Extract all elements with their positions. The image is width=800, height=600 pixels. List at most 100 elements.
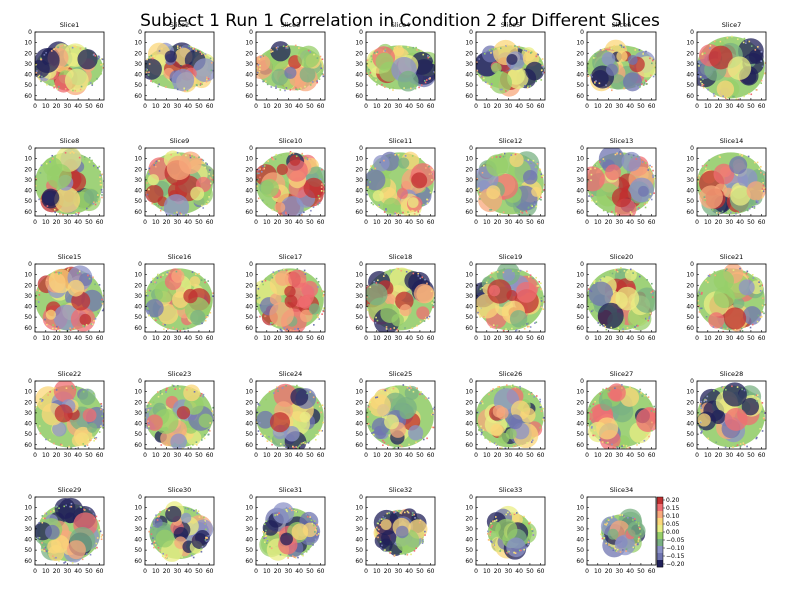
heatmap-speck bbox=[604, 325, 607, 328]
heatmap-speck bbox=[643, 52, 646, 54]
panel-frame bbox=[34, 147, 105, 217]
heatmap-speck bbox=[38, 290, 41, 292]
heatmap-patch bbox=[35, 48, 60, 74]
heatmap-speck bbox=[709, 47, 711, 50]
heatmap-speck bbox=[736, 211, 739, 214]
heatmap-speck bbox=[195, 444, 198, 446]
heatmap-speck bbox=[761, 178, 764, 181]
heatmap-speck bbox=[60, 443, 62, 446]
heatmap-speck bbox=[650, 166, 653, 168]
heatmap-speck bbox=[160, 276, 162, 278]
y-tick-label: 10 bbox=[465, 156, 473, 163]
heatmap-speck bbox=[405, 270, 408, 273]
heatmap-speck bbox=[92, 54, 95, 56]
heatmap-speck bbox=[721, 326, 723, 329]
heatmap-speck bbox=[623, 515, 625, 517]
x-tick-label: 30 bbox=[505, 335, 513, 342]
heatmap-speck bbox=[603, 324, 605, 326]
heatmap-speck bbox=[275, 87, 277, 89]
x-tick-label: 20 bbox=[274, 335, 282, 342]
colorbar-tick-label: 0.20 bbox=[666, 497, 680, 504]
y-tick-label: 20 bbox=[355, 282, 363, 289]
heatmap-speck bbox=[761, 189, 763, 192]
heatmap-speck bbox=[368, 68, 370, 71]
heatmap-speck bbox=[714, 95, 716, 97]
x-tick-label: 0 bbox=[585, 452, 589, 459]
slice-heatmap bbox=[35, 265, 104, 332]
x-tick-label: 10 bbox=[483, 219, 491, 226]
heatmap-speck bbox=[211, 179, 214, 181]
heatmap-patch bbox=[611, 187, 632, 208]
heatmap-speck bbox=[636, 155, 639, 158]
heatmap-speck bbox=[79, 88, 82, 91]
y-tick-label: 60 bbox=[355, 93, 363, 100]
y-tick-label: 60 bbox=[576, 209, 584, 216]
y-tick-label: 50 bbox=[576, 198, 584, 205]
heatmap-speck bbox=[529, 85, 532, 87]
slice-heatmap bbox=[35, 148, 104, 216]
heatmap-patch bbox=[605, 164, 622, 181]
heatmap-speck bbox=[633, 519, 636, 521]
heatmap-speck bbox=[384, 549, 386, 551]
heatmap-speck bbox=[413, 513, 415, 516]
heatmap-speck bbox=[153, 519, 156, 521]
heatmap-speck bbox=[397, 330, 399, 332]
y-tick-label: 60 bbox=[24, 558, 32, 565]
heatmap-speck bbox=[192, 556, 195, 559]
heatmap-speck bbox=[101, 298, 103, 301]
heatmap-speck bbox=[421, 540, 424, 542]
slice-panel-title: Slice13 bbox=[610, 137, 634, 145]
heatmap-speck bbox=[72, 328, 74, 330]
x-tick-label: 10 bbox=[483, 335, 491, 342]
heatmap-speck bbox=[63, 505, 66, 508]
heatmap-speck bbox=[90, 323, 92, 325]
heatmap-speck bbox=[180, 213, 183, 216]
heatmap-speck bbox=[178, 445, 181, 448]
heatmap-speck bbox=[167, 328, 169, 330]
heatmap-speck bbox=[637, 208, 640, 210]
y-tick-label: 40 bbox=[576, 304, 584, 311]
heatmap-speck bbox=[146, 411, 149, 413]
heatmap-speck bbox=[393, 554, 396, 557]
heatmap-patch bbox=[269, 302, 294, 327]
heatmap-speck bbox=[311, 516, 314, 519]
x-tick-label: 60 bbox=[648, 103, 656, 110]
heatmap-speck bbox=[540, 69, 543, 72]
heatmap-speck bbox=[761, 310, 764, 313]
heatmap-speck bbox=[380, 547, 382, 549]
heatmap-speck bbox=[272, 271, 275, 274]
heatmap-speck bbox=[100, 72, 102, 75]
heatmap-speck bbox=[535, 321, 538, 324]
heatmap-speck bbox=[271, 156, 273, 159]
heatmap-patch bbox=[727, 56, 752, 81]
heatmap-speck bbox=[747, 155, 750, 158]
heatmap-speck bbox=[479, 192, 482, 195]
heatmap-speck bbox=[751, 206, 754, 208]
x-tick-label: 10 bbox=[263, 335, 271, 342]
heatmap-speck bbox=[186, 89, 189, 92]
slice-panel-title: Slice21 bbox=[720, 253, 744, 261]
heatmap-speck bbox=[406, 331, 409, 332]
heatmap-speck bbox=[502, 211, 505, 214]
panel-frame bbox=[144, 496, 215, 566]
heatmap-speck bbox=[322, 293, 325, 296]
heatmap-speck bbox=[538, 198, 541, 200]
heatmap-speck bbox=[91, 436, 93, 439]
slice-panel-title: Slice24 bbox=[279, 370, 303, 378]
heatmap-patch bbox=[623, 72, 643, 92]
heatmap-speck bbox=[71, 385, 73, 387]
heatmap-patch bbox=[713, 163, 735, 185]
heatmap-speck bbox=[389, 214, 392, 216]
heatmap-speck bbox=[93, 320, 95, 322]
heatmap-patch bbox=[512, 514, 523, 525]
heatmap-speck bbox=[639, 388, 642, 391]
heatmap-speck bbox=[40, 403, 42, 405]
heatmap-speck bbox=[732, 446, 734, 448]
heatmap-speck bbox=[278, 270, 280, 272]
heatmap-speck bbox=[304, 441, 306, 443]
heatmap-speck bbox=[519, 385, 521, 388]
